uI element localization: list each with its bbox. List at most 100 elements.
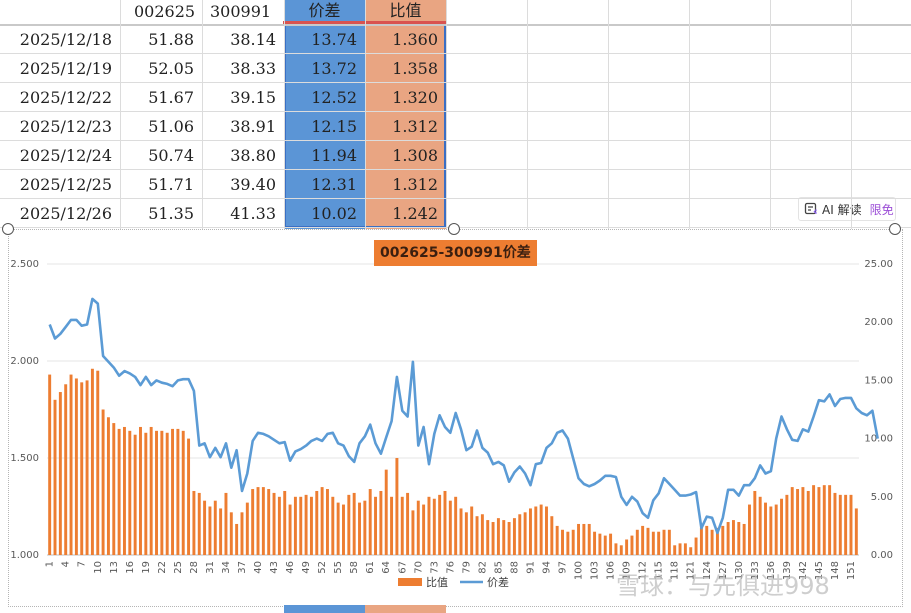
ratio-bar [384,469,388,555]
chart-title[interactable]: 002625-300991价差 [374,240,537,266]
ratio-bar [272,492,276,555]
ratio-bar [48,374,52,555]
ratio-bar [812,485,816,555]
x-axis-tick: 31 [205,561,216,574]
ai-read-label[interactable]: AI 解读 [822,202,862,217]
ratio-bar [539,504,543,555]
price-diff-cell[interactable]: 12.15 [284,113,365,142]
value-300991-cell[interactable]: 41.33 [230,204,276,223]
date-cell[interactable]: 2025/12/25 [19,175,112,194]
ratio-bar [454,496,458,555]
value-300991-cell[interactable]: 39.15 [230,88,276,107]
x-axis-tick: 10 [93,561,104,574]
ratio-cell[interactable]: 1.312 [365,113,446,142]
ratio-bar [545,506,548,555]
x-axis-tick: 73 [429,561,440,574]
ratio-bar [790,487,794,555]
ratio-bar [363,500,367,555]
ratio-cell[interactable]: 1.358 [365,55,446,84]
grid-col-line [284,0,285,232]
ai-read-badge[interactable]: AI 解读 限免 [798,197,896,221]
date-cell[interactable]: 2025/12/23 [19,117,112,136]
ratio-cell[interactable]: 1.312 [365,171,446,200]
right-axis-tick: 5.00 [871,492,893,503]
value-002625-cell[interactable]: 52.05 [148,59,194,78]
value-002625-cell[interactable]: 51.67 [148,88,194,107]
header-300991[interactable]: 300991 [210,2,272,21]
ratio-bar [219,508,223,555]
value-300991-cell[interactable]: 38.91 [230,117,276,136]
value-002625-cell[interactable]: 51.35 [148,204,194,223]
price-diff-cell[interactable]: 11.94 [284,142,365,171]
ratio-cell[interactable]: 1.242 [365,200,446,229]
date-cell[interactable]: 2025/12/18 [19,30,112,49]
ratio-bar [662,529,666,555]
ratio-bar [854,508,858,555]
ratio-bar [726,522,730,555]
value-002625-cell[interactable]: 51.06 [148,117,194,136]
value-002625-cell[interactable]: 50.74 [148,146,194,165]
value-002625-cell[interactable]: 51.71 [148,175,194,194]
ratio-col-strip [365,605,446,613]
right-axis-tick: 0.00 [871,550,893,561]
price-diff-cell[interactable]: 10.02 [284,200,365,229]
ratio-bar [229,512,233,555]
ratio-bar [609,533,613,555]
ratio-bar [58,392,62,555]
date-cell[interactable]: 2025/12/26 [19,204,112,223]
x-axis-tick: 79 [461,561,472,574]
price-diff-chart[interactable]: 1.000 1.500 2.000 2.500 0.00 5.00 10.00 15.00 20… [8,229,903,607]
ratio-bar [737,522,741,555]
grid-col-line [608,0,609,232]
value-002625-cell[interactable]: 51.88 [148,30,194,49]
x-axis-tick: 133 [750,561,761,580]
ratio-bar [502,520,506,555]
ratio-bar [406,492,410,555]
ratio-bar [69,374,73,555]
legend-label-diff: 价差 [487,575,509,589]
chart-resize-handle-tr[interactable] [889,223,901,235]
x-axis-tick: 67 [397,561,408,574]
chart-resize-handle-top[interactable] [448,223,460,235]
x-axis-tick: 139 [782,561,793,580]
value-300991-cell[interactable]: 38.80 [230,146,276,165]
ratio-bar [646,527,650,555]
chart-canvas: 1.000 1.500 2.000 2.500 0.00 5.00 10.00 15.00 20… [10,259,893,589]
x-axis-tick: 100 [574,561,585,580]
price-diff-cell[interactable]: 12.31 [284,171,365,200]
grid-row-line [0,53,911,54]
x-axis-tick: 94 [541,561,552,574]
price-diff-cell[interactable]: 12.52 [284,84,365,113]
price-diff-cell[interactable]: 13.74 [284,26,365,55]
ratio-bar [181,430,185,555]
ratio-cell[interactable]: 1.360 [365,26,446,55]
price-diff-cell[interactable]: 13.72 [284,55,365,84]
ratio-bar [160,430,164,555]
ratio-bar [518,514,522,555]
ratio-bar [352,492,356,555]
ai-free-tag: 限免 [869,202,894,217]
ratio-bar [625,539,629,555]
ratio-cell[interactable]: 1.320 [365,84,446,113]
spreadsheet-grid[interactable]: 002625 300991 价差 比值 2025/12/18 51.88 38.14… [0,0,911,232]
ratio-bar [694,537,698,555]
ratio-bar [817,487,821,555]
chart-resize-handle-tl[interactable] [2,223,14,235]
ratio-bar [176,428,180,555]
ratio-bar [165,432,169,555]
value-300991-cell[interactable]: 38.14 [230,30,276,49]
ratio-bar [74,378,78,555]
header-ratio[interactable]: 比值 [365,0,446,22]
value-300991-cell[interactable]: 39.40 [230,175,276,194]
value-300991-cell[interactable]: 38.33 [230,59,276,78]
date-cell[interactable]: 2025/12/19 [19,59,112,78]
ratio-cell[interactable]: 1.308 [365,142,446,171]
x-axis-tick: 109 [622,561,633,580]
ratio-bar [395,458,399,555]
header-002625[interactable]: 002625 [134,2,196,21]
date-cell[interactable]: 2025/12/24 [19,146,112,165]
date-cell[interactable]: 2025/12/22 [19,88,112,107]
ratio-bar [780,498,784,555]
header-price-diff[interactable]: 价差 [284,0,365,22]
ratio-bar [144,432,148,555]
